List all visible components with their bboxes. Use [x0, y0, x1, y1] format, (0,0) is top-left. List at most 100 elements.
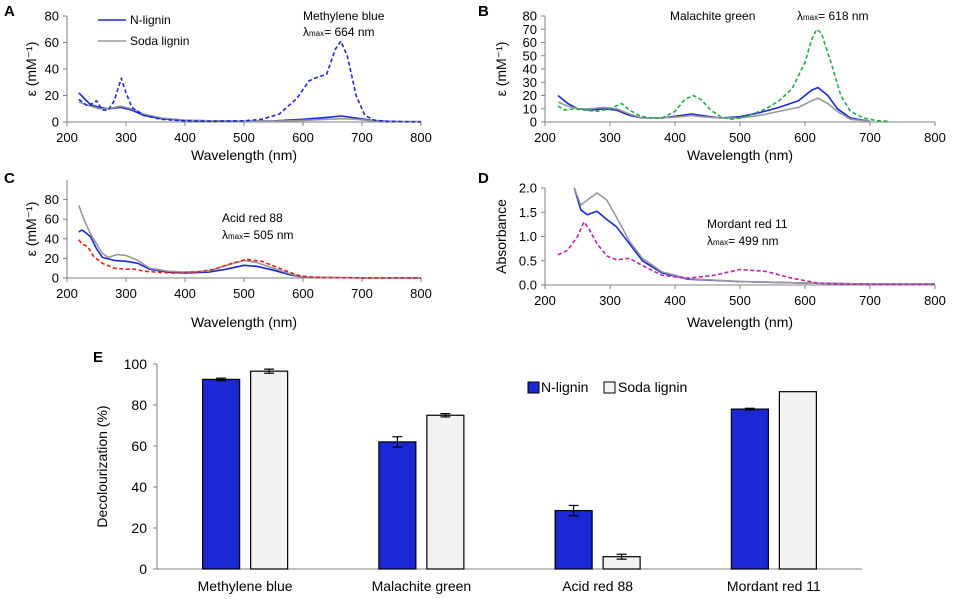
panel-a-dye-name: Methylene blue	[303, 9, 385, 23]
panel-a-x-tick-label: 400	[174, 130, 196, 145]
panel-c-plot: 200 300 400 500 600 700 800 0 20 40 60 80 Wavelength…	[23, 180, 432, 330]
panel-d-series-soda-lignin	[573, 187, 935, 285]
panel-d-y-tick-label: 1.0	[519, 229, 537, 244]
panel-c-x-axis-label: Wavelength (nm)	[191, 314, 297, 330]
panel-b-y-axis-label: ε (mM⁻¹)	[493, 42, 509, 97]
panel-d-x-axis-label: Wavelength (nm)	[687, 314, 793, 330]
panel-e-category-label: Methylene blue	[198, 578, 293, 594]
panel-e-label: E	[93, 349, 103, 366]
panel-d-y-tick-label: 2.0	[519, 181, 537, 196]
panel-c-x-tick-label: 600	[292, 286, 314, 301]
panel-d-x-tick-label: 500	[729, 293, 751, 308]
panel-c-y-tick-label: 40	[45, 231, 59, 246]
panel-b-x-tick-label: 600	[794, 130, 816, 145]
panel-b-x-tick-label: 700	[859, 130, 881, 145]
panel-e-plot: 0 20 40 60 80 100 Decolourization (%) Methylene…	[94, 356, 862, 594]
legend-soda-lignin-label: Soda lignin	[130, 34, 189, 48]
panel-d-x-tick-label: 300	[599, 293, 621, 308]
panel-b-series-malachite-green	[557, 28, 890, 123]
legend-e-soda-lignin-label: Soda lignin	[618, 379, 687, 395]
panel-e-legend: N-lignin Soda lignin	[527, 379, 687, 395]
panel-e-category-label: Malachite green	[372, 578, 472, 594]
panel-b-y-tick-label: 0	[530, 115, 537, 130]
panel-e-category-label: Acid red 88	[562, 578, 633, 594]
legend-n-lignin-label: N-lignin	[130, 13, 171, 27]
panel-c-x-tick-label: 500	[233, 286, 255, 301]
panel-d-x-tick-label: 800	[924, 293, 946, 308]
panel-a-x-axis-label: Wavelength (nm)	[191, 147, 297, 163]
legend-e-n-lignin-label: N-lignin	[541, 379, 588, 395]
panel-d-y-tick-label: 0.0	[519, 278, 537, 293]
panel-e-y-tick-label: 60	[131, 438, 147, 454]
panel-a-x-tick-label: 600	[292, 130, 314, 145]
panel-d-y-tick-label: 0.5	[519, 253, 537, 268]
panel-a-x-tick-label: 800	[410, 130, 432, 145]
panel-e-bar-soda-lignin	[778, 391, 817, 570]
panel-d-plot: 200 300 400 500 600 700 800 0.0 0.5 1.0 1.5 2.0 Wave…	[493, 181, 946, 331]
panel-c-label: C	[4, 170, 15, 187]
panel-c-x-tick-label: 800	[410, 286, 432, 301]
panel-a-y-tick-label: 40	[45, 62, 59, 77]
panel-c-y-tick-label: 80	[45, 192, 59, 207]
panel-d-x-tick-label: 200	[534, 293, 556, 308]
panel-e-y-axis-label: Decolourization (%)	[94, 405, 110, 527]
panel-a-plot: 200 300 400 500 600 700 800 0 20 40 60 80 Wavelength…	[23, 9, 432, 164]
panel-a-series-methylene-blue	[78, 40, 422, 123]
panel-b-y-tick-label: 10	[523, 101, 537, 116]
panel-d-dye-name: Mordant red 11	[707, 217, 788, 231]
panel-a-y-tick-label: 60	[45, 35, 59, 50]
panel-c-dye-name: Acid red 88	[222, 211, 283, 225]
panel-b-x-axis-label: Wavelength (nm)	[687, 147, 793, 163]
panel-a-lambda-max: λmax= 664 nm	[303, 25, 375, 39]
panel-a-y-tick-label: 80	[45, 9, 59, 24]
panel-b-y-tick-label: 80	[523, 9, 537, 24]
panel-a-y-tick-label: 20	[45, 88, 59, 103]
panel-c-x-tick-label: 200	[56, 286, 78, 301]
panel-b-y-tick-label: 60	[523, 35, 537, 50]
panel-e-bar-soda-lignin	[426, 414, 465, 570]
panel-a: A 200 300 400 500 600 700 800 0 20 40 60 80 Waveleng…	[4, 3, 432, 163]
panel-c-x-tick-label: 400	[174, 286, 196, 301]
panel-b-y-tick-label: 50	[523, 48, 537, 63]
panel-e-y-tick-label: 80	[131, 397, 147, 413]
panel-b-lambda-max: λmax= 618 nm	[797, 9, 869, 23]
panel-b-dye-name: Malachite green	[670, 9, 755, 23]
panel-e-bar-n-lignin	[202, 378, 241, 570]
panel-a-label: A	[4, 3, 15, 20]
panel-a-x-tick-label: 300	[115, 130, 137, 145]
panel-d-x-tick-label: 700	[859, 293, 881, 308]
panel-a-y-axis-label: ε (mM⁻¹)	[23, 42, 39, 97]
panel-b-y-tick-label: 40	[523, 62, 537, 77]
panel-c: C 200 300 400 500 600 700 800 0 20 40 60 80 Waveleng…	[4, 170, 432, 330]
panel-c-series-acid-red-88	[78, 239, 421, 279]
panel-b-y-tick-label: 30	[523, 75, 537, 90]
panel-c-y-tick-label: 60	[45, 212, 59, 227]
legend-e-n-lignin-swatch	[527, 381, 540, 394]
panel-b-label: B	[478, 3, 489, 20]
panel-a-x-tick-label: 700	[351, 130, 373, 145]
panel-d-x-tick-label: 400	[664, 293, 686, 308]
panel-e: E 0 20 40 60 80 100 Decolourization (%) Methyle…	[93, 349, 862, 594]
legend-e-soda-lignin-swatch	[603, 381, 616, 394]
panel-d-series-mordant-red-11	[557, 221, 935, 286]
panel-e-y-tick-label: 0	[139, 561, 147, 577]
panel-c-x-tick-label: 300	[115, 286, 137, 301]
panel-c-x-tick-label: 700	[351, 286, 373, 301]
panel-d-x-tick-label: 600	[794, 293, 816, 308]
panel-c-y-tick-label: 20	[45, 251, 59, 266]
panel-e-y-tick-label: 20	[131, 520, 147, 536]
panel-e-bar-n-lignin	[378, 441, 417, 570]
panel-d-y-tick-label: 1.5	[519, 205, 537, 220]
panel-e-bar-n-lignin	[730, 408, 769, 570]
panel-b: B 200 300 400 500 600 700 800 01020304050607080…	[478, 3, 946, 163]
panel-c-lambda-max: λmax= 505 nm	[222, 228, 294, 242]
panel-b-x-tick-label: 200	[534, 130, 556, 145]
panel-a-legend: N-lignin Soda lignin	[98, 13, 189, 48]
panel-d-label: D	[478, 170, 489, 187]
panel-c-y-tick-label: 0	[52, 271, 59, 286]
panel-e-bar-soda-lignin	[250, 370, 289, 570]
panel-a-y-tick-label: 0	[52, 115, 59, 130]
panel-d-y-axis-label: Absorbance	[493, 199, 509, 274]
